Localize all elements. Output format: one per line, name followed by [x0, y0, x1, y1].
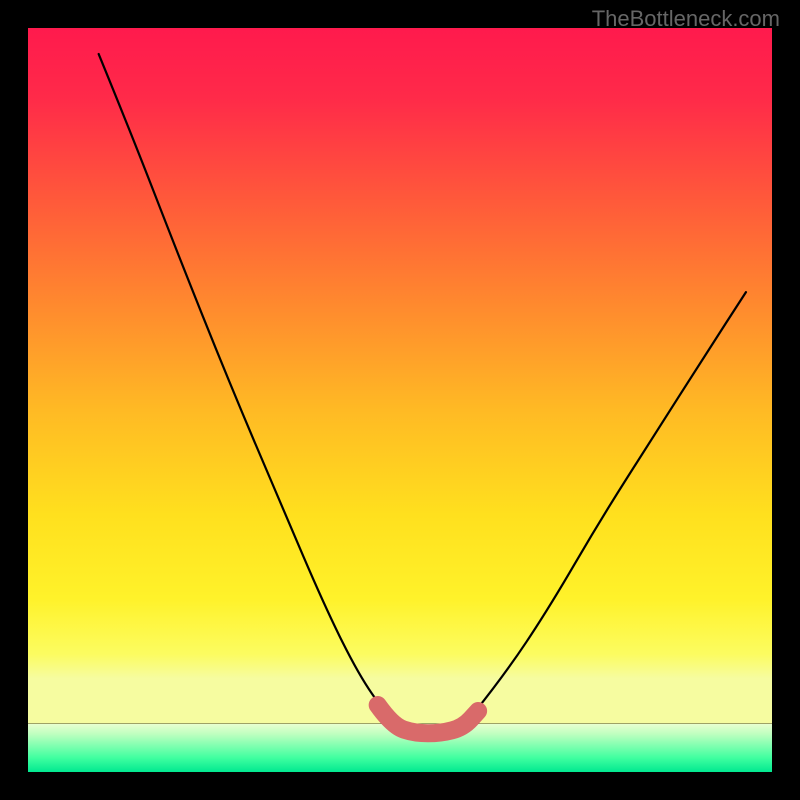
- curve-valley-highlight: [378, 705, 478, 733]
- watermark-text: TheBottleneck.com: [592, 6, 780, 32]
- bottleneck-curve: [0, 0, 800, 800]
- curve-right-branch: [474, 292, 746, 712]
- chart-container: TheBottleneck.com: [0, 0, 800, 800]
- curve-left-branch: [99, 54, 385, 712]
